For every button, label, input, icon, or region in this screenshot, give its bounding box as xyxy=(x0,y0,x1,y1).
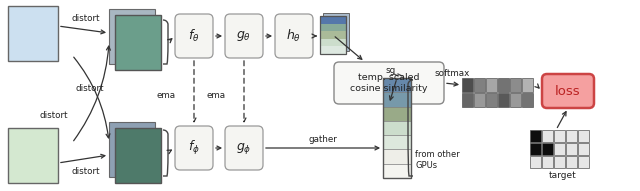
Text: temp. scaled
cosine similarity: temp. scaled cosine similarity xyxy=(350,73,428,93)
Bar xyxy=(323,13,349,51)
Bar xyxy=(498,93,509,107)
FancyBboxPatch shape xyxy=(542,74,594,108)
Bar xyxy=(383,78,411,92)
Bar xyxy=(554,143,565,155)
FancyBboxPatch shape xyxy=(175,14,213,58)
Bar xyxy=(109,9,155,64)
Bar xyxy=(542,143,553,155)
Bar xyxy=(462,93,473,107)
Text: distort: distort xyxy=(76,83,104,92)
FancyBboxPatch shape xyxy=(225,14,263,58)
Bar xyxy=(8,6,58,61)
Bar xyxy=(542,156,553,168)
Bar xyxy=(474,78,485,92)
Text: ema: ema xyxy=(207,91,226,100)
Text: sg: sg xyxy=(386,66,396,74)
Text: softmax: softmax xyxy=(435,69,470,78)
Text: $g_\theta$: $g_\theta$ xyxy=(236,29,252,43)
Bar xyxy=(8,128,58,183)
Bar xyxy=(383,164,411,178)
Bar xyxy=(510,93,521,107)
FancyBboxPatch shape xyxy=(334,62,444,104)
Bar xyxy=(566,143,577,155)
Bar xyxy=(578,130,589,142)
Text: from other
GPUs: from other GPUs xyxy=(415,150,460,170)
Bar xyxy=(383,78,411,178)
Bar xyxy=(109,122,155,177)
Bar xyxy=(498,78,509,92)
Bar xyxy=(383,149,411,164)
Bar xyxy=(383,92,411,107)
Bar xyxy=(522,78,533,92)
Bar xyxy=(554,130,565,142)
Bar xyxy=(320,39,346,46)
Text: distort: distort xyxy=(72,168,100,176)
Bar xyxy=(486,78,497,92)
Text: gather: gather xyxy=(308,135,337,145)
Bar xyxy=(530,143,541,155)
Bar xyxy=(320,46,346,54)
Bar xyxy=(383,107,411,121)
Bar xyxy=(578,143,589,155)
Text: $f_\theta$: $f_\theta$ xyxy=(188,28,200,44)
Bar xyxy=(115,15,161,70)
Bar xyxy=(320,31,346,39)
Bar xyxy=(320,24,346,31)
Bar xyxy=(578,156,589,168)
Text: distort: distort xyxy=(40,111,68,120)
Bar xyxy=(462,78,473,92)
Bar xyxy=(542,130,553,142)
FancyBboxPatch shape xyxy=(275,14,313,58)
Bar xyxy=(320,16,346,24)
Bar xyxy=(486,93,497,107)
Text: $f_\phi$: $f_\phi$ xyxy=(188,139,200,157)
Text: loss: loss xyxy=(555,84,581,97)
Bar xyxy=(566,130,577,142)
FancyBboxPatch shape xyxy=(225,126,263,170)
Text: $h_\theta$: $h_\theta$ xyxy=(287,28,301,44)
Bar xyxy=(566,156,577,168)
Bar xyxy=(522,93,533,107)
Bar xyxy=(530,156,541,168)
Bar xyxy=(383,135,411,149)
Text: distort: distort xyxy=(72,14,100,23)
FancyBboxPatch shape xyxy=(175,126,213,170)
Bar xyxy=(530,130,541,142)
Text: $g_\phi$: $g_\phi$ xyxy=(236,141,252,155)
Bar xyxy=(554,156,565,168)
Bar xyxy=(474,93,485,107)
Text: ema: ema xyxy=(157,91,176,100)
Bar xyxy=(510,78,521,92)
Bar xyxy=(320,16,346,54)
Bar xyxy=(383,121,411,135)
Bar xyxy=(115,128,161,183)
Text: target: target xyxy=(549,172,577,180)
